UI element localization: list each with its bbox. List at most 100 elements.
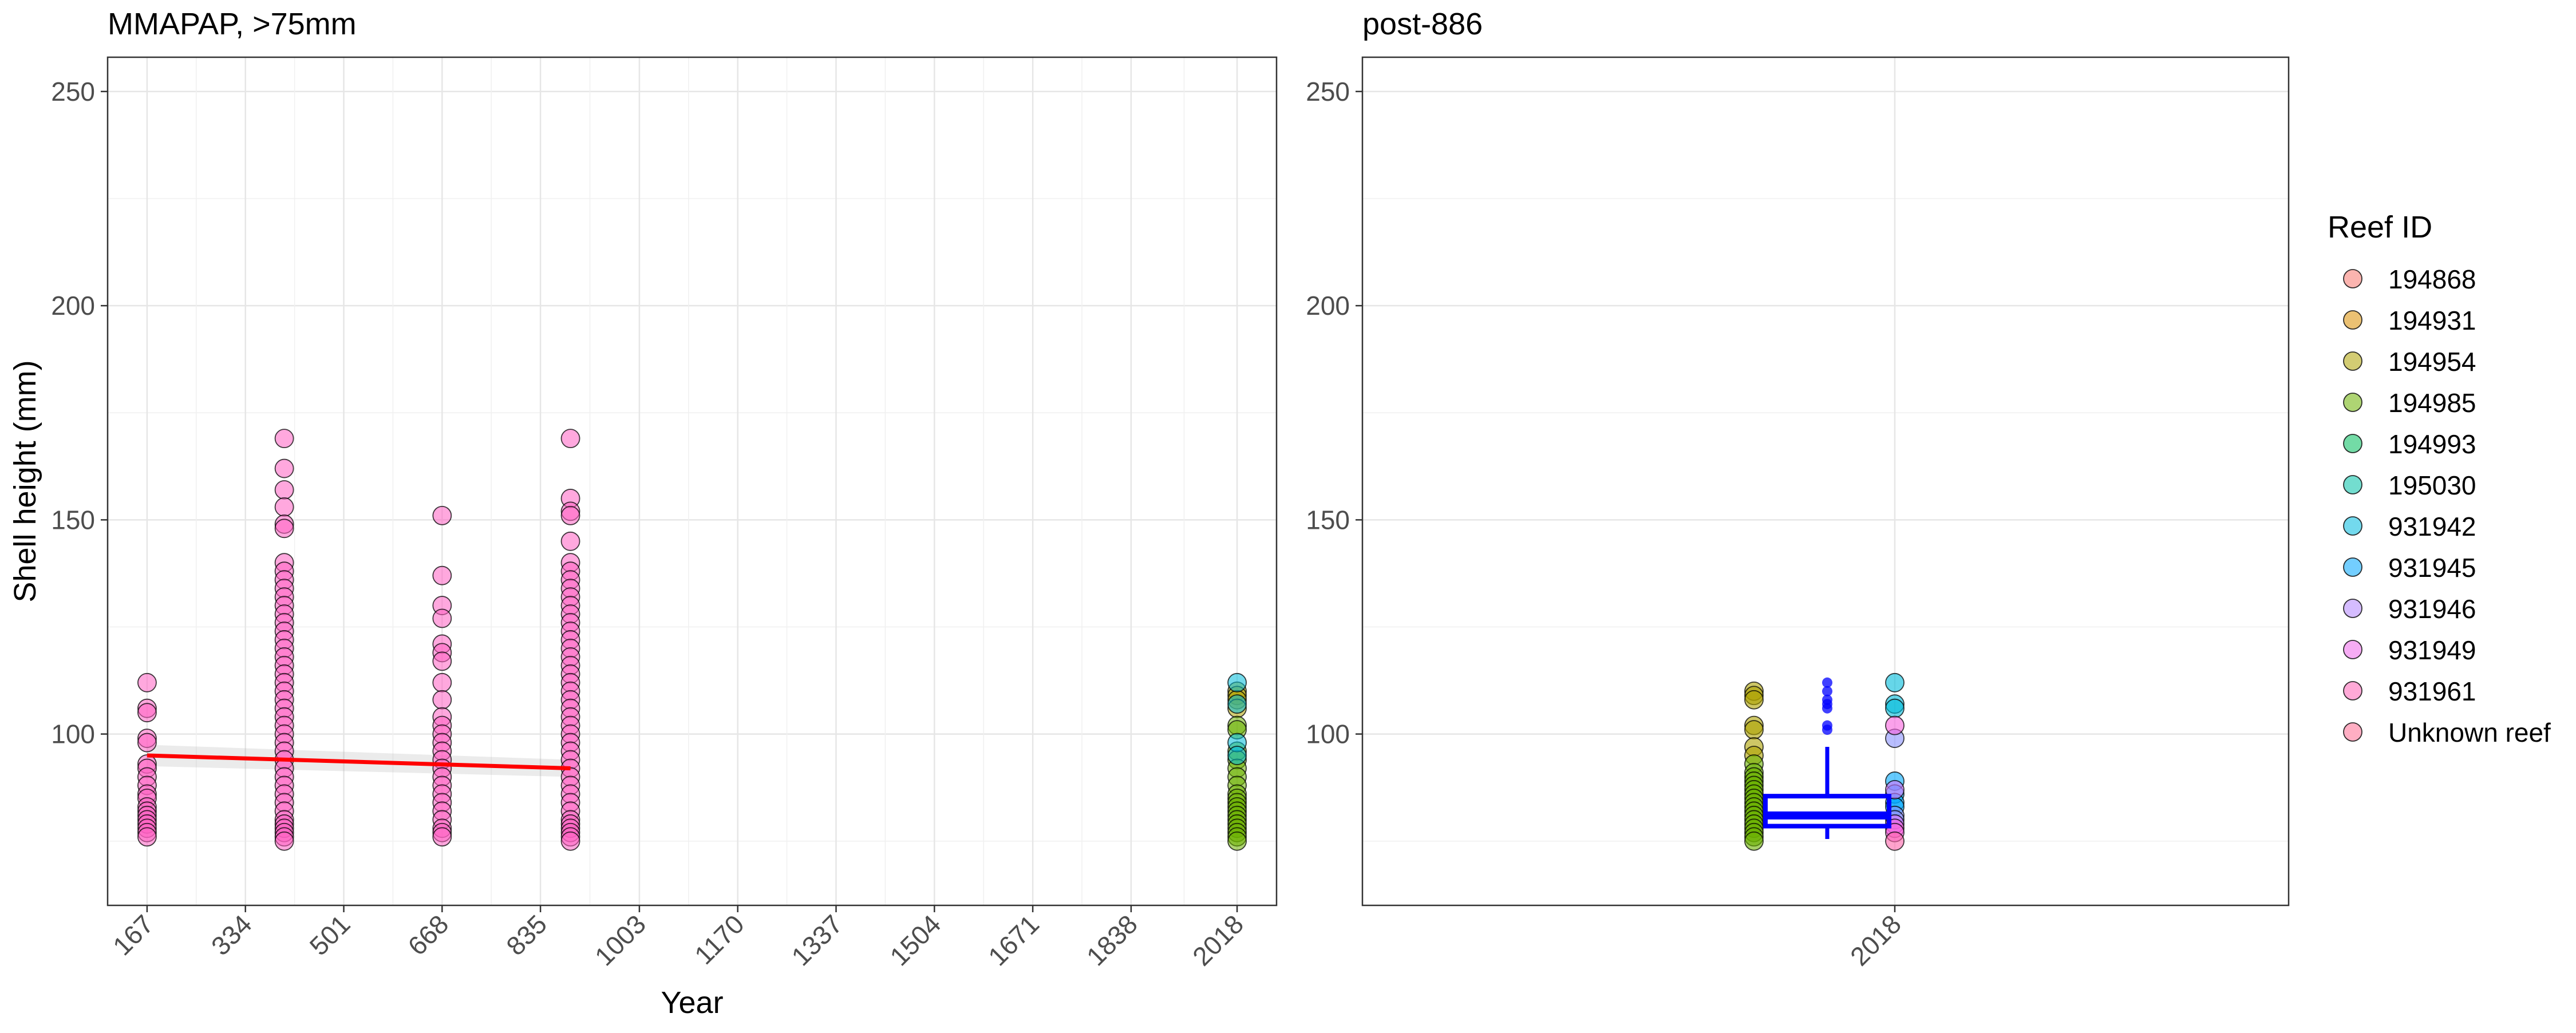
data-point [274,458,294,478]
legend-item: 931961 [2343,676,2476,706]
data-point [432,690,452,710]
plot-border-right [1361,56,2290,907]
data-point [137,827,157,847]
legend-label: 194931 [2388,306,2476,335]
data-point [1885,715,1905,735]
legend-key [2343,434,2362,453]
legend-key [2343,269,2362,288]
legend-item: 931949 [2343,635,2476,665]
data-point [274,831,294,851]
panel-title-right: post-886 [1362,7,1483,41]
x-tick-label: 2018 [1187,909,1249,971]
x-tick-label: 2018 [1844,909,1907,971]
data-point [1885,831,1905,851]
data-point [432,565,452,585]
legend-key [2343,599,2362,618]
y-axis-title: Shell height (mm) [8,360,42,602]
box-outlier [1822,677,1832,688]
legend-item: 931945 [2343,553,2476,583]
data-point [1744,720,1764,740]
data-point [137,672,157,692]
legend-title: Reef ID [2328,210,2432,244]
data-point [560,429,580,449]
legend-key [2343,475,2362,494]
legend-label: 195030 [2388,470,2476,500]
data-point [1885,672,1905,692]
x-tick-label: 1504 [884,909,946,971]
marks-right [1744,672,1905,851]
data-point [137,733,157,753]
legend-label: 931942 [2388,512,2476,541]
legend-key [2343,351,2362,371]
legend-item: 194985 [2343,388,2476,418]
legend-item: 194954 [2343,347,2476,377]
y-tick-label: 100 [1306,719,1350,749]
x-tick-label: 167 [107,909,159,961]
data-point [1227,746,1247,765]
legend-label: 931961 [2388,676,2476,706]
legend-key [2343,722,2362,742]
data-point [560,831,580,851]
data-point [274,480,294,500]
data-point [274,429,294,449]
data-point [1744,831,1764,851]
legend-item: 194931 [2343,306,2476,335]
legend-item: 194993 [2343,429,2476,459]
x-tick-label: 1003 [589,909,651,971]
grid-right [1362,57,2289,905]
x-tick-label: 501 [304,909,356,961]
legend: Reef ID 19486819493119495419498519499319… [2328,210,2551,747]
legend-label: 194954 [2388,347,2476,377]
x-tick-label: 1337 [785,909,848,971]
x-tick-label: 1838 [1081,909,1143,971]
panel-title-left: MMAPAP, >75mm [108,7,357,41]
legend-label: 194868 [2388,264,2476,294]
panel-left: MMAPAP, >75mm 100 150 200 250 167 334 501 668 83… [8,7,1278,1020]
data-point [560,505,580,525]
legend-key [2343,557,2362,577]
data-point [432,608,452,628]
box-outlier [1822,703,1832,714]
legend-label: 931945 [2388,553,2476,583]
trend-line [147,753,571,770]
legend-item: 931942 [2343,512,2476,541]
legend-key [2343,681,2362,700]
x-tick-label: 835 [500,909,552,961]
x-tick-label: 668 [402,909,454,961]
data-point [1744,690,1764,710]
legend-label: 931946 [2388,594,2476,624]
x-axis-title: Year [661,985,723,1020]
legend-item: 194868 [2343,264,2476,294]
x-tick-label: 334 [206,909,258,961]
legend-label: Unknown reef [2388,718,2551,747]
data-point [274,519,294,539]
box-outlier [1822,725,1832,735]
y-tick-label: 150 [51,505,95,535]
box [1763,794,1891,829]
legend-label: 194985 [2388,388,2476,418]
data-point [1227,694,1247,714]
y-tick-label: 200 [1306,291,1350,320]
legend-label: 194993 [2388,429,2476,459]
legend-label: 931949 [2388,635,2476,665]
y-tick-label: 100 [51,719,95,749]
x-tick-label: 1170 [689,909,750,970]
data-point [1885,698,1905,718]
legend-items: 194868 194931 194954 194985 194993 195030 9319… [2343,264,2551,747]
x-tick-label: 1671 [982,909,1045,971]
legend-item: 195030 [2343,470,2476,500]
data-point [1227,831,1247,851]
data-point [137,703,157,723]
legend-key [2343,393,2362,412]
y-tick-label: 250 [51,77,95,106]
y-tick-label: 250 [1306,77,1350,106]
legend-key [2343,516,2362,536]
plot-border-left [106,56,1278,907]
legend-item: Unknown reef [2343,718,2551,747]
data-point [274,497,294,517]
y-tick-label: 150 [1306,505,1350,535]
box-outlier [1822,686,1832,696]
data-point [560,531,580,551]
